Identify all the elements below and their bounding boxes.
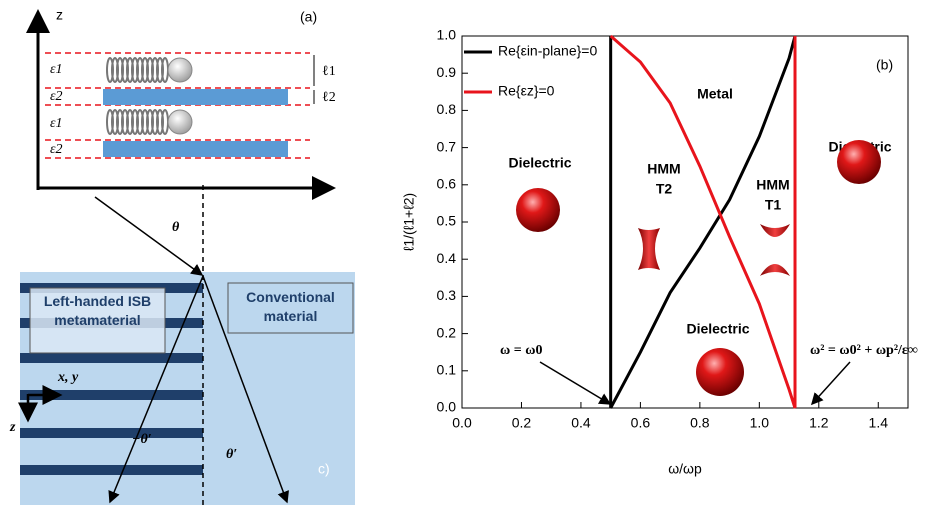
stripe bbox=[20, 390, 203, 400]
y-tick-label: 0.2 bbox=[437, 324, 457, 340]
sphere bbox=[516, 188, 560, 232]
annotation: HMM bbox=[756, 177, 789, 193]
sphere bbox=[837, 140, 881, 184]
panel-c: Left-handed ISB metamaterial Conventiona… bbox=[9, 185, 355, 505]
axis-label: z bbox=[9, 420, 16, 435]
y-tick-label: 0.9 bbox=[437, 64, 457, 80]
coil bbox=[161, 109, 169, 135]
right-label: Conventional material bbox=[246, 289, 335, 324]
annotation: Metal bbox=[697, 86, 733, 102]
x-tick-label: 1.0 bbox=[750, 415, 770, 431]
pointer bbox=[539, 361, 612, 405]
thickness-label: ℓ2 bbox=[322, 90, 336, 105]
refracted-ray bbox=[202, 275, 289, 504]
angle-label: θ bbox=[172, 220, 180, 235]
left-text: Left-handed ISB metamaterial bbox=[43, 293, 152, 328]
y-tick-label: 0.5 bbox=[437, 213, 457, 229]
legend-label: Re{εin-plane}=0 bbox=[498, 43, 597, 59]
x-tick-label: 0.2 bbox=[512, 415, 532, 431]
y-axis-label: ℓ1/(ℓ1+ℓ2) bbox=[401, 193, 417, 251]
pointer bbox=[810, 361, 851, 406]
layer-label: ε2 bbox=[50, 142, 63, 157]
left-label: Left-handed ISB metamaterial bbox=[43, 293, 152, 328]
x-tick-label: 1.2 bbox=[809, 415, 829, 431]
series-line bbox=[609, 35, 797, 409]
stripe bbox=[20, 353, 203, 363]
panel-a: z (a) ε1 ε2 ε1 ε2 ℓ1 ℓ2 bbox=[26, 7, 336, 200]
annotation: T1 bbox=[765, 197, 782, 213]
x-tick-label: 0.6 bbox=[631, 415, 651, 431]
panel-label: (a) bbox=[300, 9, 317, 25]
x-axis-label: ω/ωp bbox=[668, 461, 702, 477]
stripe bbox=[20, 465, 203, 475]
legend-label: Re{εz}=0 bbox=[498, 83, 555, 99]
thickness-label: ℓ1 bbox=[322, 64, 336, 79]
refracted-ray bbox=[108, 275, 204, 504]
y-tick-label: 0.6 bbox=[437, 176, 457, 192]
series-line bbox=[609, 34, 797, 409]
right-text: Conventional material bbox=[246, 289, 335, 324]
ball bbox=[167, 57, 193, 83]
layer-bar bbox=[103, 141, 288, 157]
annotation: Dielectric bbox=[686, 321, 749, 337]
hyperboloid bbox=[760, 224, 790, 276]
annotation: ω = ω0 bbox=[500, 343, 542, 358]
layer-bar bbox=[103, 89, 288, 105]
y-tick-label: 0.8 bbox=[437, 101, 457, 117]
annotation: T2 bbox=[656, 181, 673, 197]
x-tick-label: 1.4 bbox=[869, 415, 889, 431]
x-tick-label: 0.4 bbox=[571, 415, 591, 431]
y-tick-label: 0.3 bbox=[437, 287, 457, 303]
incident-ray bbox=[94, 196, 204, 276]
ball bbox=[167, 109, 193, 135]
panel-b: (b) ω/ωp ℓ1/(ℓ1+ℓ2) Metal Dielectric Die… bbox=[401, 35, 918, 477]
coil bbox=[161, 57, 169, 83]
annotation: Dielectric bbox=[508, 155, 571, 171]
hyperboloid bbox=[638, 228, 660, 270]
axis-label: z bbox=[56, 7, 63, 23]
annotation: HMM bbox=[647, 161, 680, 177]
annotation: ω² = ω0² + ωp²/ε∞ bbox=[810, 343, 918, 358]
layer-label: ε1 bbox=[50, 62, 63, 77]
panel-label: c) bbox=[318, 461, 330, 477]
axis-label: x, y bbox=[57, 370, 79, 385]
springs bbox=[106, 57, 193, 135]
label-box bbox=[29, 287, 166, 354]
layer-label: ε1 bbox=[50, 116, 63, 131]
sphere bbox=[696, 348, 744, 396]
y-tick-label: 0.1 bbox=[437, 362, 457, 378]
label-box bbox=[227, 282, 354, 334]
y-tick-label: 0.4 bbox=[437, 250, 457, 266]
angle-label: θ′ bbox=[226, 447, 237, 462]
x-tick-label: 0.8 bbox=[690, 415, 710, 431]
stripe bbox=[20, 428, 203, 438]
layer-label: ε2 bbox=[50, 89, 63, 104]
panel-label: (b) bbox=[876, 57, 893, 73]
y-tick-label: 0.0 bbox=[437, 399, 457, 415]
x-tick-label: 0.0 bbox=[452, 415, 472, 431]
angle-label: −θ′ bbox=[132, 432, 152, 447]
y-tick-label: 1.0 bbox=[437, 27, 457, 43]
y-tick-label: 0.7 bbox=[437, 138, 457, 154]
